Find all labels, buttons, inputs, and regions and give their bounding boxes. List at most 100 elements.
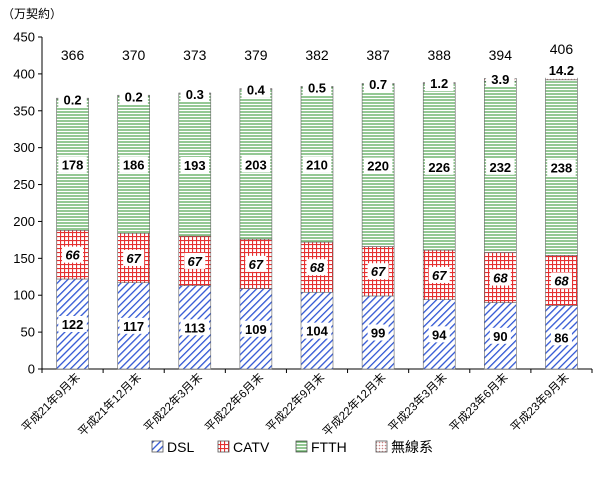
y-tick-label: 0 <box>28 362 35 377</box>
unit-label: （万契約） <box>2 6 62 21</box>
segment-value-label: 0.4 <box>247 83 266 98</box>
segment-value-label: 86 <box>554 330 568 345</box>
segment-label-background <box>245 255 267 272</box>
segment-value-label: 67 <box>126 251 141 266</box>
segment-value-label: 186 <box>123 158 145 173</box>
segment-label-background <box>550 329 572 346</box>
x-category-label: 平成23年3月末 <box>385 370 449 434</box>
y-tick-label: 50 <box>21 325 35 340</box>
segment-label-background <box>363 76 393 93</box>
bar-total-label: 366 <box>61 47 85 63</box>
segment-value-label: 90 <box>493 329 507 344</box>
segment-value-label: 67 <box>432 268 447 283</box>
segment-value-label: 14.2 <box>549 63 574 78</box>
segment-value-label: 67 <box>249 257 264 272</box>
segment-value-label: 210 <box>306 158 328 173</box>
segment-label-background <box>489 327 511 344</box>
legend-entry-label: FTTH <box>311 439 347 455</box>
bar-total-label: 388 <box>428 47 452 63</box>
x-category-label: 平成23年6月末 <box>446 370 510 434</box>
bar-total-label: 406 <box>550 41 574 57</box>
segment-label-background <box>550 272 572 289</box>
segment-label-background <box>367 263 389 280</box>
segment-label-background <box>241 320 271 337</box>
segment-value-label: 203 <box>245 157 267 172</box>
segment-value-label: 67 <box>371 264 386 279</box>
legend-entry-label: CATV <box>233 439 270 455</box>
bar-total-label: 394 <box>489 47 513 63</box>
segment-label-background <box>119 156 148 173</box>
segment-label-background <box>123 249 145 266</box>
segment-label-background <box>58 91 87 108</box>
segment-value-label: 193 <box>184 158 206 173</box>
segment-value-label: 66 <box>65 248 80 263</box>
category-labels: 平成21年9月末平成21年12月末平成22年3月末平成22年6月末平成22年9月… <box>19 370 572 439</box>
segment-value-label: 238 <box>551 161 573 176</box>
y-tick-label: 250 <box>13 177 35 192</box>
legend: DSL CATV FTTH 無線系 <box>151 439 433 455</box>
legend-entry-label: 無線系 <box>391 439 433 455</box>
segment-label-background <box>302 156 332 173</box>
segment-label-background <box>58 315 87 332</box>
bar-total-label: 379 <box>244 47 268 63</box>
y-tick-label: 200 <box>13 214 35 229</box>
segment-label-background <box>489 269 511 286</box>
segment-label-background <box>428 266 450 283</box>
segment-label-background <box>424 158 454 175</box>
segment-value-label: 122 <box>62 317 84 332</box>
segment-label-background <box>543 61 580 78</box>
y-tick-label: 450 <box>13 30 35 45</box>
segment-label-background <box>363 157 393 174</box>
x-category-label: 平成22年12月末 <box>320 370 389 439</box>
data-labels: 122 66 178 0.2 366 117 67 186 0.2 370 113 67 193 0.3 3… <box>58 41 580 346</box>
segment-value-label: 68 <box>554 273 569 288</box>
y-tick-label: 400 <box>13 66 35 81</box>
segment-value-label: 232 <box>489 160 511 175</box>
segment-label-background <box>486 70 515 87</box>
segment-label-background <box>241 156 271 173</box>
segment-label-background <box>547 159 576 176</box>
segment-value-label: 113 <box>184 320 205 335</box>
segment-value-label: 220 <box>367 158 389 173</box>
segment-label-background <box>302 322 332 339</box>
bar-total-label: 387 <box>366 47 390 63</box>
segment-label-background <box>180 319 210 336</box>
segment-label-background <box>367 324 389 341</box>
segment-label-background <box>302 79 332 96</box>
segment-value-label: 3.9 <box>491 72 509 87</box>
bar-total-label: 382 <box>305 47 329 63</box>
segment-label-background <box>62 246 84 263</box>
segment-value-label: 0.2 <box>125 89 143 104</box>
segment-label-background <box>424 75 454 92</box>
y-tick-label: 100 <box>13 288 35 303</box>
x-category-label: 平成23年9月末 <box>507 370 571 434</box>
x-category-label: 平成21年12月末 <box>75 370 144 439</box>
bar-total-label: 373 <box>183 47 207 63</box>
segment-value-label: 104 <box>306 324 328 339</box>
segment-label-background <box>119 317 148 334</box>
segment-value-label: 0.2 <box>64 92 82 107</box>
legend-swatch <box>295 440 308 453</box>
bar-segment-catv <box>300 241 334 293</box>
segment-label-background <box>241 81 271 98</box>
bar-total-label: 370 <box>122 47 146 63</box>
segment-value-label: 68 <box>493 271 508 286</box>
segment-label-background <box>119 88 148 105</box>
segment-value-label: 68 <box>310 260 325 275</box>
legend-entry-label: DSL <box>167 439 194 455</box>
segment-value-label: 109 <box>245 322 267 337</box>
segment-value-label: 178 <box>62 158 84 173</box>
x-category-label: 平成22年6月末 <box>202 370 266 434</box>
segment-value-label: 0.7 <box>369 77 387 92</box>
x-category-label: 平成21年9月末 <box>19 370 83 434</box>
x-category-label: 平成22年9月末 <box>263 370 327 434</box>
segment-label-background <box>184 252 206 269</box>
x-category-label: 平成22年3月末 <box>141 370 205 434</box>
segment-value-label: 0.3 <box>186 87 204 102</box>
segment-value-label: 94 <box>432 327 447 342</box>
y-tick-label: 300 <box>13 140 35 155</box>
legend-swatch <box>375 440 388 453</box>
segment-value-label: 1.2 <box>430 76 448 91</box>
segment-label-background <box>180 157 210 174</box>
